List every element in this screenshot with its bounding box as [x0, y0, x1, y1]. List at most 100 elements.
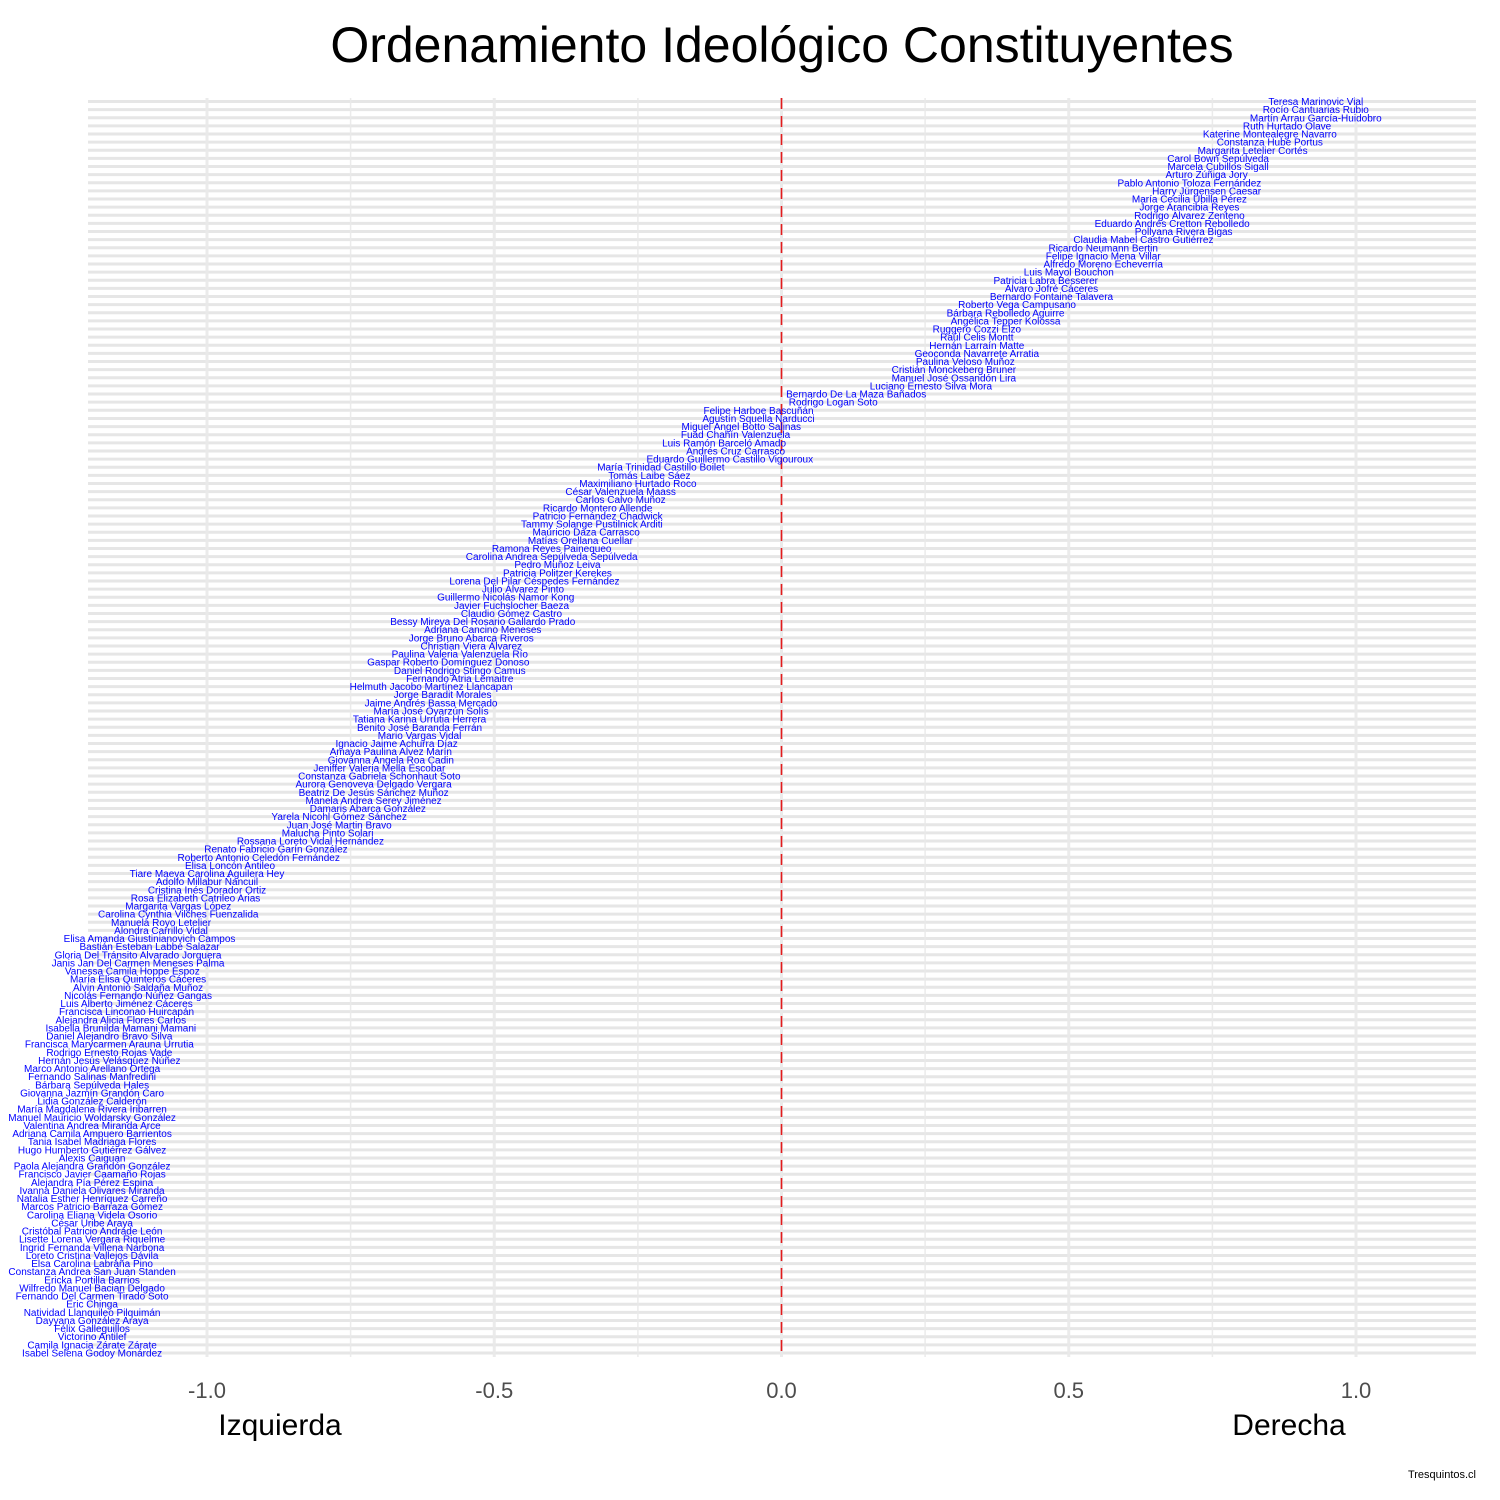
constituent-label: Janis Jan Del Carmen Meneses Palma: [52, 958, 225, 969]
constituent-label: Nicolás Fernando Núñez Gangas: [64, 991, 212, 1002]
constituent-label: Constanza Hube Portus: [1217, 138, 1323, 149]
constituent-label: Martín Arrau García-Huidobro: [1250, 113, 1382, 124]
constituent-label: Agustín Squella Narducci: [702, 414, 814, 425]
constituent-label: Luciano Ernesto Silva Mora: [870, 381, 993, 392]
constituent-label: Fernando Atria Lemaitre: [406, 674, 514, 685]
constituent-label: Álvaro Jofré Cáceres: [1005, 282, 1098, 295]
constituent-label: Felipe Ignacio Mena Villar: [1046, 251, 1162, 262]
constituent-label: Paulina Veloso Muñoz: [916, 357, 1015, 368]
constituent-label: Miguel Ángel Botto Salinas: [682, 420, 802, 433]
constituent-label: Giovanna Angela Roa Cadin: [328, 755, 454, 766]
constituent-label: Victorino Antilef: [58, 1332, 127, 1343]
constituent-label: Natividad Llanquileo Pilquimán: [24, 1308, 161, 1319]
constituent-label: Carolina Andrea Sepúlveda Sepúlveda: [466, 552, 638, 563]
constituent-label: Vanessa Camila Hoppe Espoz: [65, 967, 200, 978]
constituent-label: Manela Andrea Serey Jiménez: [306, 796, 442, 807]
constituent-label: María Elisa Quinteros Cáceres: [70, 975, 206, 986]
constituent-label: Pablo Antonio Toloza Fernández: [1117, 178, 1261, 189]
constituent-label: Patricia Politzer Kerekes: [503, 568, 612, 579]
constituent-label: Geoconda Navarrete Arratia: [915, 349, 1040, 360]
constituent-label: Hernán Jesús Velásquez Núñez: [38, 1056, 180, 1067]
constituent-label: Rodrigo Álvarez Zenteno: [1134, 209, 1245, 222]
constituent-label: Elisa Amanda Giustinianovich Campos: [64, 934, 236, 945]
constituent-label: Claudio Gómez Castro: [461, 609, 563, 620]
constituent-label: Ricardo Montero Allende: [543, 503, 653, 514]
constituent-label: Wilfredo Manuel Bacian Delgado: [19, 1283, 165, 1294]
right-direction-label: Derecha: [1232, 1409, 1346, 1442]
constituent-label: Tatiana Karina Urrutia Herrera: [353, 715, 487, 726]
constituent-label: Cristina Inés Dorador Ortiz: [148, 885, 266, 896]
constituent-label: Gaspar Roberto Domínguez Donoso: [367, 658, 530, 669]
constituent-label: Ricardo Neumann Bertin: [1048, 243, 1158, 254]
constituent-label: Hugo Humberto Gutiérrez Gálvez: [18, 1145, 166, 1156]
constituent-label: Carol Bown Sepúlveda: [1167, 154, 1269, 165]
constituent-label: María José Oyarzún Solís: [374, 706, 489, 717]
constituent-label: Constanza Gabriela Schonhaut Soto: [298, 772, 461, 783]
constituent-label: Paola Alejandra Grandón González: [14, 1162, 171, 1173]
constituent-label: Camila Ignacia Zárate Zárate: [27, 1340, 157, 1351]
constituent-label: Marcos Patricio Barraza Gómez: [21, 1202, 163, 1213]
constituent-label: Bernardo Fontaine Talavera: [990, 292, 1114, 303]
constituent-label: Giovanna Jazmín Grandón Caro: [20, 1088, 164, 1099]
constituent-label: Aurora Genoveva Delgado Vergara: [295, 780, 452, 791]
constituent-label: Rocío Cantuarias Rubio: [1263, 105, 1370, 116]
constituent-label: Christian Viera Álvarez: [421, 639, 523, 652]
constituent-label: Felipe Harboe Bascuñán: [703, 406, 813, 417]
constituent-label: Carolina Cynthia Vilches Fuenzalida: [98, 910, 259, 921]
constituent-label: Valentina Andrea Miranda Arce: [24, 1121, 162, 1132]
constituent-label: Angélica Tepper Kolossa: [951, 316, 1061, 327]
constituent-label: Adolfo Millabur Ñancuil: [156, 875, 258, 888]
constituent-label: Ruth Hurtado Olave: [1243, 121, 1332, 132]
constituent-label: Eric Chinga: [66, 1300, 118, 1311]
x-tick-label: 1.0: [1341, 1378, 1372, 1403]
constituent-label: Beatriz De Jesús Sánchez Muñoz: [299, 788, 449, 799]
constituent-label: Maximiliano Hurtado Roco: [579, 479, 697, 490]
constituent-label: María Magdalena Rivera Iribarren: [17, 1105, 167, 1116]
constituent-label: Isabel Selena Godoy Monárdez: [22, 1349, 162, 1360]
constituent-label: Juan José Martin Bravo: [287, 820, 392, 831]
x-tick-label: 0.0: [766, 1378, 797, 1403]
constituent-label: Jorge Arancibia Reyes: [1139, 203, 1239, 214]
constituent-label: Luis Mayol Bouchon: [1024, 268, 1114, 279]
constituent-label: Damaris Abarca González: [310, 804, 426, 815]
constituent-label: Bárbara Sepúlveda Hales: [35, 1080, 149, 1091]
constituent-label: Ingrid Fernanda Villena Narbona: [20, 1243, 165, 1254]
constituent-label: Jorge Baradit Morales: [394, 690, 492, 701]
constituent-label: Manuel José Ossandón Lira: [892, 373, 1017, 384]
constituent-label: Marco Antonio Arellano Ortega: [24, 1064, 161, 1075]
constituent-label: Eduardo Guillermo Castillo Vigouroux: [647, 455, 814, 466]
constituent-label: Alvin Antonio Saldaña Muñoz: [73, 983, 203, 994]
constituent-label: Tomás Laibe Sáez: [608, 471, 690, 482]
constituent-label: Loreto Cristina Vallejos Dávila: [26, 1251, 159, 1262]
constituent-label: Cristián Monckeberg Bruner: [892, 365, 1017, 376]
constituent-label: Ramona Reyes Painequeo: [492, 544, 612, 555]
constituent-label: Margarita Vargas López: [125, 902, 231, 913]
constituent-label: Fuad Chahín Valenzuela: [681, 430, 791, 441]
constituent-label: Guillermo Nicolás Namor Kong: [437, 593, 574, 604]
constituent-label: Rodrigo Ernesto Rojas Vade: [46, 1048, 172, 1059]
constituent-label: Renato Fabricio Garín González: [204, 845, 347, 856]
constituent-label: Pollyana Rivera Bigas: [1135, 227, 1233, 238]
constituent-label: Benito José Baranda Ferrán: [357, 723, 482, 734]
constituent-label: Manuela Royo Letelier: [111, 918, 212, 929]
constituent-label: Natalia Esther Henríquez Carreño: [17, 1194, 168, 1205]
constituent-label: Mauricio Daza Carrasco: [533, 528, 641, 539]
constituent-label: Daniel Rodrigo Stingo Camus: [394, 666, 526, 677]
constituent-label: Margarita Letelier Cortés: [1198, 146, 1308, 157]
constituent-label: Patricio Fernández Chadwick: [533, 511, 664, 522]
constituent-label: Hernán Larraín Matte: [929, 341, 1024, 352]
constituent-label: Tania Isabel Madriaga Flores: [28, 1137, 156, 1148]
constituent-label: Rodrigo Logan Soto: [789, 398, 878, 409]
constituent-label: Alexis Caiguan: [59, 1153, 126, 1164]
constituent-label: Javier Fuchslocher Baeza: [454, 601, 569, 612]
left-direction-label: Izquierda: [218, 1409, 342, 1442]
constituent-label: Amaya Paulina Alvez Marín: [330, 747, 452, 758]
constituent-label: Gloria Del Tránsito Alvarado Jorquera: [55, 950, 222, 961]
constituent-label: Pedro Muñoz Leiva: [514, 560, 601, 571]
constituent-label: Fernando Del Carmen Tirado Soto: [16, 1292, 169, 1303]
constituent-label: Bárbara Rebolledo Aguirre: [947, 308, 1065, 319]
constituent-label: Malucha Pinto Solari: [282, 828, 374, 839]
constituent-label: Félix Galleguillos: [54, 1324, 130, 1335]
constituent-label: Alondra Carrillo Vidal: [114, 926, 208, 937]
